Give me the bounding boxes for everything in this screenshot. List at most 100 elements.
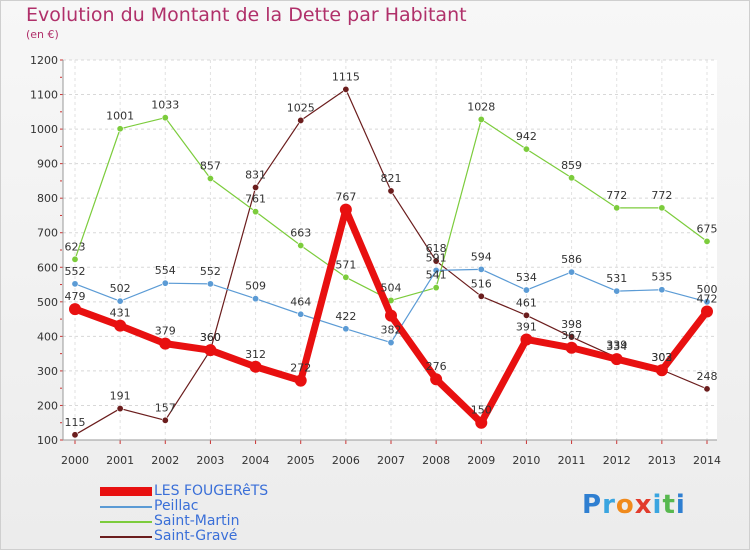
data-point	[703, 237, 711, 245]
data-point	[522, 145, 530, 153]
data-label: 509	[245, 280, 266, 293]
data-label: 379	[155, 325, 176, 338]
x-tick-label: 2008	[422, 454, 450, 467]
x-tick-label: 2010	[512, 454, 540, 467]
x-tick-label: 2011	[558, 454, 586, 467]
data-label: 541	[426, 269, 447, 282]
x-tick-label: 2002	[151, 454, 179, 467]
data-label: 360	[200, 331, 221, 344]
data-label: 663	[290, 227, 311, 240]
data-point	[475, 416, 488, 429]
legend-label: Peillac	[154, 498, 199, 514]
x-tick-label: 2014	[693, 454, 721, 467]
data-point	[159, 337, 172, 350]
data-point	[342, 273, 350, 281]
data-label: 191	[110, 390, 131, 403]
logo-letter: P	[582, 490, 603, 520]
y-tick-label: 700	[37, 227, 58, 240]
data-point	[522, 311, 530, 319]
x-tick-label: 2001	[106, 454, 134, 467]
data-point	[613, 204, 621, 212]
legend-swatch	[100, 505, 152, 508]
x-tick-label: 2006	[332, 454, 360, 467]
data-label: 591	[426, 251, 447, 264]
data-label: 772	[606, 189, 627, 202]
data-label: 1001	[106, 110, 134, 123]
data-label: 767	[335, 191, 356, 204]
legend: LES FOUGERêTS Peillac Saint-Martin Saint-Gr…	[100, 484, 268, 544]
y-tick-label: 100	[37, 434, 58, 447]
legend-swatch	[100, 487, 152, 496]
x-tick-label: 2004	[242, 454, 270, 467]
data-label: 464	[290, 295, 311, 308]
logo-letter: r	[602, 490, 616, 520]
y-tick-label: 600	[37, 261, 58, 274]
data-point	[342, 85, 350, 93]
data-point	[161, 416, 169, 424]
y-tick-label: 1200	[30, 54, 58, 67]
data-point	[658, 286, 666, 294]
data-label: 535	[651, 271, 672, 284]
chart-title: Evolution du Montant de la Dette par Hab…	[26, 4, 467, 26]
data-point	[71, 255, 79, 263]
y-tick-label: 900	[37, 158, 58, 171]
legend-swatch	[100, 535, 152, 538]
legend-item: Peillac	[100, 499, 268, 514]
data-point	[568, 174, 576, 182]
logo-letter: i	[652, 490, 663, 520]
data-label: 312	[245, 348, 266, 361]
data-label: 303	[651, 351, 672, 364]
data-label: 422	[335, 310, 356, 323]
data-label: 302	[651, 351, 672, 364]
y-tick-label: 400	[37, 330, 58, 343]
data-point	[252, 208, 260, 216]
data-point	[297, 116, 305, 124]
legend-swatch	[100, 520, 152, 523]
y-tick-label: 1100	[30, 89, 58, 102]
data-label: 831	[245, 168, 266, 181]
data-point	[387, 339, 395, 347]
data-label: 479	[65, 290, 86, 303]
data-point	[655, 364, 668, 377]
data-point	[252, 295, 260, 303]
data-label: 594	[471, 250, 492, 263]
data-point	[703, 298, 711, 306]
data-label: 534	[516, 271, 537, 284]
data-label: 461	[516, 296, 537, 309]
data-point	[385, 309, 397, 322]
data-point	[294, 374, 307, 387]
data-label: 157	[155, 401, 176, 414]
y-tick-label: 500	[37, 296, 58, 309]
data-point	[69, 303, 81, 316]
data-point	[613, 287, 621, 295]
data-point	[432, 257, 440, 265]
data-label: 859	[561, 159, 582, 172]
data-point	[161, 114, 169, 122]
logo-letter: t	[662, 490, 676, 520]
data-label: 382	[381, 324, 402, 337]
data-point	[116, 297, 124, 305]
data-point	[204, 344, 217, 357]
data-label: 334	[606, 340, 627, 353]
legend-item: Saint-Martin	[100, 514, 268, 529]
data-label: 276	[426, 360, 447, 373]
data-label: 531	[606, 272, 627, 285]
data-point	[701, 305, 713, 318]
data-point	[339, 203, 352, 216]
data-label: 115	[65, 416, 86, 429]
logo-letter: i	[675, 490, 686, 520]
plot-area	[63, 60, 717, 440]
legend-item: Saint-Gravé	[100, 529, 268, 544]
logo-letter: x	[634, 490, 653, 520]
data-point	[252, 183, 260, 191]
data-label: 1033	[151, 99, 179, 112]
data-point	[432, 284, 440, 292]
data-label: 623	[65, 240, 86, 253]
data-point	[206, 280, 214, 288]
data-label: 761	[245, 193, 266, 206]
data-label: 586	[561, 253, 582, 266]
data-label: 398	[561, 318, 582, 331]
data-label: 516	[471, 277, 492, 290]
data-label: 339	[606, 338, 627, 351]
data-label: 360	[200, 331, 221, 344]
